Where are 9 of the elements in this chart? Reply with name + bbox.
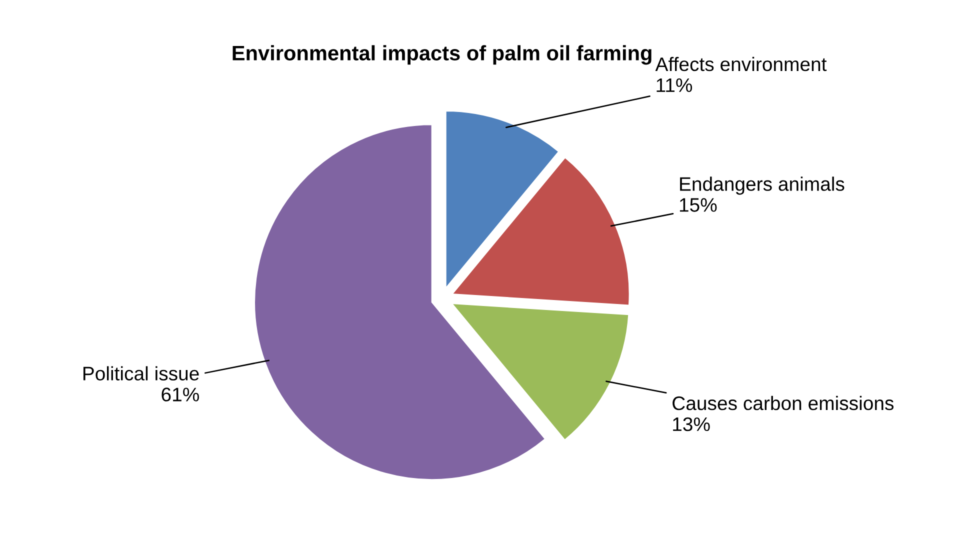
data-label: 13% xyxy=(673,417,710,432)
data-label: 15% xyxy=(680,198,717,212)
slice-label: Endangers animals xyxy=(680,176,844,195)
slice-label: Causes carbon emissions xyxy=(672,396,894,410)
chart-title: Environmental impacts of palm oil farming xyxy=(232,45,652,65)
data-label: 61% xyxy=(162,388,199,402)
slice-label: Political issue xyxy=(83,366,199,380)
slice-label: Affects environment xyxy=(655,56,827,72)
data-label: 11% xyxy=(656,78,692,92)
